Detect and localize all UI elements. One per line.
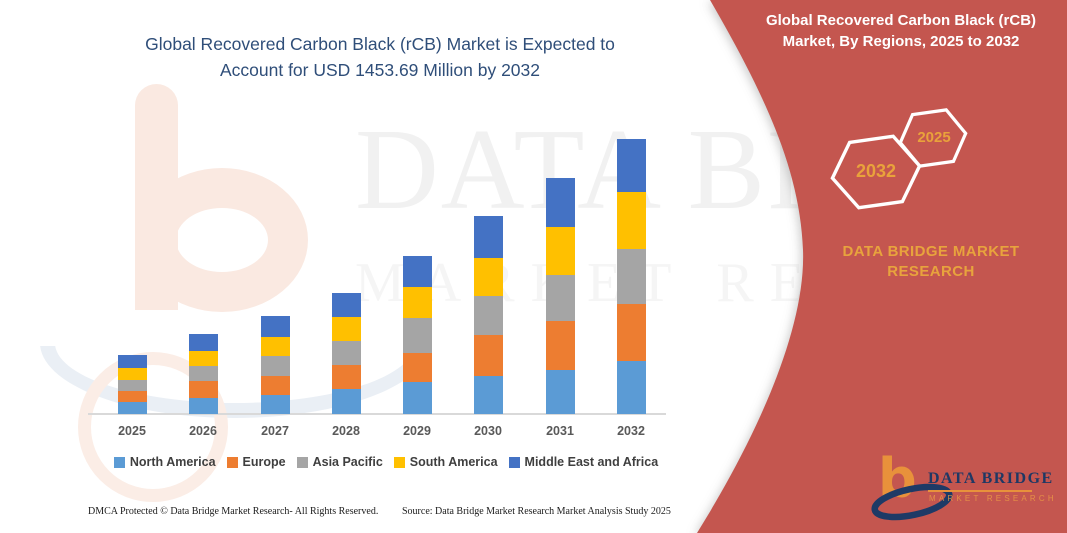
hexagons-graphic (830, 108, 968, 210)
panel-heading-line1: Global Recovered Carbon Black (rCB) (765, 12, 1037, 29)
legend-swatch (226, 456, 238, 468)
legend-label: Asia Pacific (312, 455, 383, 469)
x-axis-line (88, 413, 666, 415)
bar-segment-2031-asia-pacific (545, 274, 575, 321)
bar-segment-2028-middle-east-and-africa (331, 293, 361, 317)
bar-segment-2030-middle-east-and-africa (473, 215, 503, 258)
stacked-bar-2027 (260, 316, 290, 414)
legend-label: Middle East and Africa (524, 455, 659, 469)
bar-segment-2030-europe (473, 334, 503, 376)
bar-segment-2027-europe (260, 376, 290, 396)
bar-segment-2031-south-america (545, 226, 575, 275)
x-axis-label-2028: 2028 (332, 424, 360, 438)
bar-segment-2028-north-america (331, 389, 361, 414)
bar-segment-2027-middle-east-and-africa (260, 316, 290, 338)
bar-segment-2026-north-america (188, 397, 218, 414)
bar-segment-2032-asia-pacific (616, 249, 646, 305)
hexagon-2025-outline (898, 108, 968, 168)
x-axis-label-2026: 2026 (189, 424, 217, 438)
chart-legend: North America Europe Asia Pacific South Ame… (96, 455, 676, 469)
bar-segment-2031-north-america (545, 369, 575, 414)
legend-label: North America (129, 455, 216, 469)
stacked-bar-2031 (545, 177, 575, 414)
legend-item-middle-east-and-africa: Middle East and Africa (508, 455, 659, 469)
stacked-bar-2029 (402, 256, 432, 414)
bar-segment-2029-asia-pacific (402, 318, 432, 354)
stacked-bar-2032 (616, 139, 646, 414)
legend-item-asia-pacific: Asia Pacific (296, 455, 383, 469)
bar-segment-2025-asia-pacific (117, 380, 147, 392)
bar-segment-2032-south-america (616, 192, 646, 250)
bar-segment-2026-south-america (188, 351, 218, 367)
hexagon-year-2032: 2032 (855, 161, 897, 181)
stacked-bar-2030 (473, 215, 503, 414)
stacked-bar-2028 (331, 293, 361, 414)
footer-dmca: DMCA Protected © Data Bridge Market Rese… (88, 506, 379, 517)
legend-swatch (296, 456, 308, 468)
bar-segment-2028-south-america (331, 317, 361, 341)
bar-segment-2029-middle-east-and-africa (402, 256, 432, 288)
logo-subtitle: MARKET RESEARCH (929, 494, 1057, 503)
bar-segment-2025-north-america (117, 402, 147, 414)
right-panel-shape (697, 0, 1067, 533)
bar-segment-2029-europe (402, 353, 432, 382)
stacked-bar-2025 (117, 355, 147, 414)
x-axis-label-2032: 2032 (617, 424, 645, 438)
bar-segment-2026-europe (188, 380, 218, 398)
logo-name: DATA BRIDGE (928, 470, 1054, 487)
chart-title-line2: Account for USD 1453.69 Million by 2032 (219, 60, 541, 80)
legend-item-south-america: South America (393, 455, 498, 469)
bar-segment-2029-north-america (402, 382, 432, 414)
legend-item-europe: Europe (226, 455, 286, 469)
bar-segment-2032-middle-east-and-africa (616, 139, 646, 193)
bar-segment-2025-europe (117, 391, 147, 403)
panel-brand-text: DATA BRIDGE MARKET RESEARCH (842, 243, 1020, 280)
x-axis-label-2031: 2031 (546, 424, 574, 438)
panel-heading-line2: Market, By Regions, 2025 to 2032 (782, 33, 1020, 50)
bar-segment-2030-asia-pacific (473, 295, 503, 335)
x-axis-label-2027: 2027 (261, 424, 289, 438)
bar-segment-2031-middle-east-and-africa (545, 177, 575, 227)
hexagon-year-2025: 2025 (917, 129, 951, 146)
stacked-bar-2026 (188, 334, 218, 414)
bar-segment-2027-north-america (260, 395, 290, 414)
bar-segment-2025-south-america (117, 368, 147, 381)
legend-label: Europe (242, 455, 286, 469)
bar-segment-2028-asia-pacific (331, 341, 361, 365)
bar-segment-2032-north-america (616, 361, 646, 414)
bar-segment-2025-middle-east-and-africa (117, 355, 147, 369)
x-axis-label-2030: 2030 (474, 424, 502, 438)
bar-segment-2030-south-america (473, 257, 503, 296)
legend-label: South America (409, 455, 498, 469)
x-axis-label-2025: 2025 (118, 424, 146, 438)
legend-swatch (508, 456, 520, 468)
bar-segment-2027-south-america (260, 337, 290, 357)
legend-swatch (393, 456, 405, 468)
bar-segment-2030-north-america (473, 376, 503, 414)
bar-segment-2032-europe (616, 304, 646, 361)
plot-area: 2025 2026 2027 2028 2029 2030 2031 2032 (88, 139, 666, 438)
bar-segment-2031-europe (545, 320, 575, 370)
logo-underline (928, 490, 1032, 492)
logo-swoosh-icon (871, 483, 953, 521)
legend-swatch (113, 456, 125, 468)
bar-segment-2028-europe (331, 365, 361, 389)
x-axis-label-2029: 2029 (403, 424, 431, 438)
bar-segment-2029-south-america (402, 287, 432, 319)
footer-source: Source: Data Bridge Market Research Mark… (402, 506, 671, 517)
legend-item-north-america: North America (113, 455, 216, 469)
bar-segment-2026-asia-pacific (188, 366, 218, 381)
panel-heading: Global Recovered Carbon Black (rCB) Mark… (745, 10, 1057, 52)
chart-title-line1: Global Recovered Carbon Black (rCB) Mark… (145, 34, 615, 54)
bar-segment-2026-middle-east-and-africa (188, 334, 218, 352)
bar-segment-2027-asia-pacific (260, 356, 290, 377)
chart-title: Global Recovered Carbon Black (rCB) Mark… (95, 31, 665, 83)
